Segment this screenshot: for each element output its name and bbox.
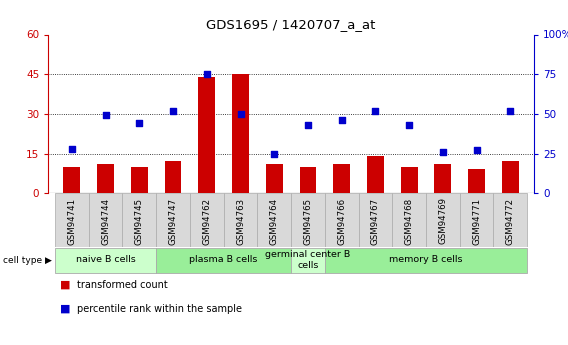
Bar: [400, 167, 417, 193]
Point: [472, 148, 481, 153]
Bar: [156, 248, 291, 273]
Text: GSM94767: GSM94767: [371, 197, 380, 245]
Text: transformed count: transformed count: [77, 280, 168, 289]
Point: [371, 108, 380, 114]
Bar: [266, 164, 283, 193]
Text: memory B cells: memory B cells: [389, 255, 463, 264]
Text: ■: ■: [60, 280, 70, 289]
Point: [101, 113, 110, 118]
Bar: [299, 167, 316, 193]
Bar: [123, 193, 156, 247]
Bar: [97, 164, 114, 193]
Bar: [367, 156, 384, 193]
Point: [236, 111, 245, 117]
Text: GSM94771: GSM94771: [472, 197, 481, 245]
Bar: [224, 193, 257, 247]
Text: percentile rank within the sample: percentile rank within the sample: [77, 304, 241, 314]
Bar: [198, 77, 215, 193]
Text: naive B cells: naive B cells: [76, 255, 136, 264]
Bar: [435, 164, 452, 193]
Bar: [165, 161, 182, 193]
Bar: [64, 167, 80, 193]
Point: [303, 122, 312, 128]
Title: GDS1695 / 1420707_a_at: GDS1695 / 1420707_a_at: [206, 18, 376, 31]
Point: [438, 149, 448, 155]
Text: GSM94766: GSM94766: [337, 197, 346, 245]
Bar: [325, 193, 358, 247]
Point: [169, 108, 178, 114]
Bar: [358, 193, 392, 247]
Bar: [333, 164, 350, 193]
Text: GSM94765: GSM94765: [303, 197, 312, 245]
Text: GSM94772: GSM94772: [506, 197, 515, 245]
Text: GSM94764: GSM94764: [270, 197, 279, 245]
Point: [135, 121, 144, 126]
Bar: [55, 248, 156, 273]
Text: plasma B cells: plasma B cells: [190, 255, 258, 264]
Bar: [232, 74, 249, 193]
Text: GSM94745: GSM94745: [135, 197, 144, 245]
Text: GSM94768: GSM94768: [404, 197, 414, 245]
Bar: [131, 167, 148, 193]
Bar: [257, 193, 291, 247]
Bar: [291, 248, 325, 273]
Point: [337, 117, 346, 123]
Bar: [468, 169, 485, 193]
Bar: [325, 248, 527, 273]
Text: GSM94747: GSM94747: [169, 197, 178, 245]
Point: [68, 146, 77, 151]
Point: [202, 71, 211, 77]
Bar: [89, 193, 123, 247]
Point: [270, 151, 279, 156]
Text: GSM94741: GSM94741: [68, 197, 76, 245]
Text: GSM94763: GSM94763: [236, 197, 245, 245]
Bar: [494, 193, 527, 247]
Bar: [502, 161, 519, 193]
Bar: [392, 193, 426, 247]
Text: GSM94744: GSM94744: [101, 197, 110, 245]
Text: GSM94769: GSM94769: [438, 197, 448, 245]
Bar: [190, 193, 224, 247]
Text: germinal center B
cells: germinal center B cells: [265, 250, 350, 270]
Text: ■: ■: [60, 304, 70, 314]
Bar: [156, 193, 190, 247]
Bar: [291, 193, 325, 247]
Bar: [426, 193, 460, 247]
Bar: [460, 193, 494, 247]
Point: [404, 122, 414, 128]
Bar: [55, 193, 89, 247]
Point: [506, 108, 515, 114]
Text: GSM94762: GSM94762: [202, 197, 211, 245]
Text: cell type ▶: cell type ▶: [3, 256, 52, 265]
